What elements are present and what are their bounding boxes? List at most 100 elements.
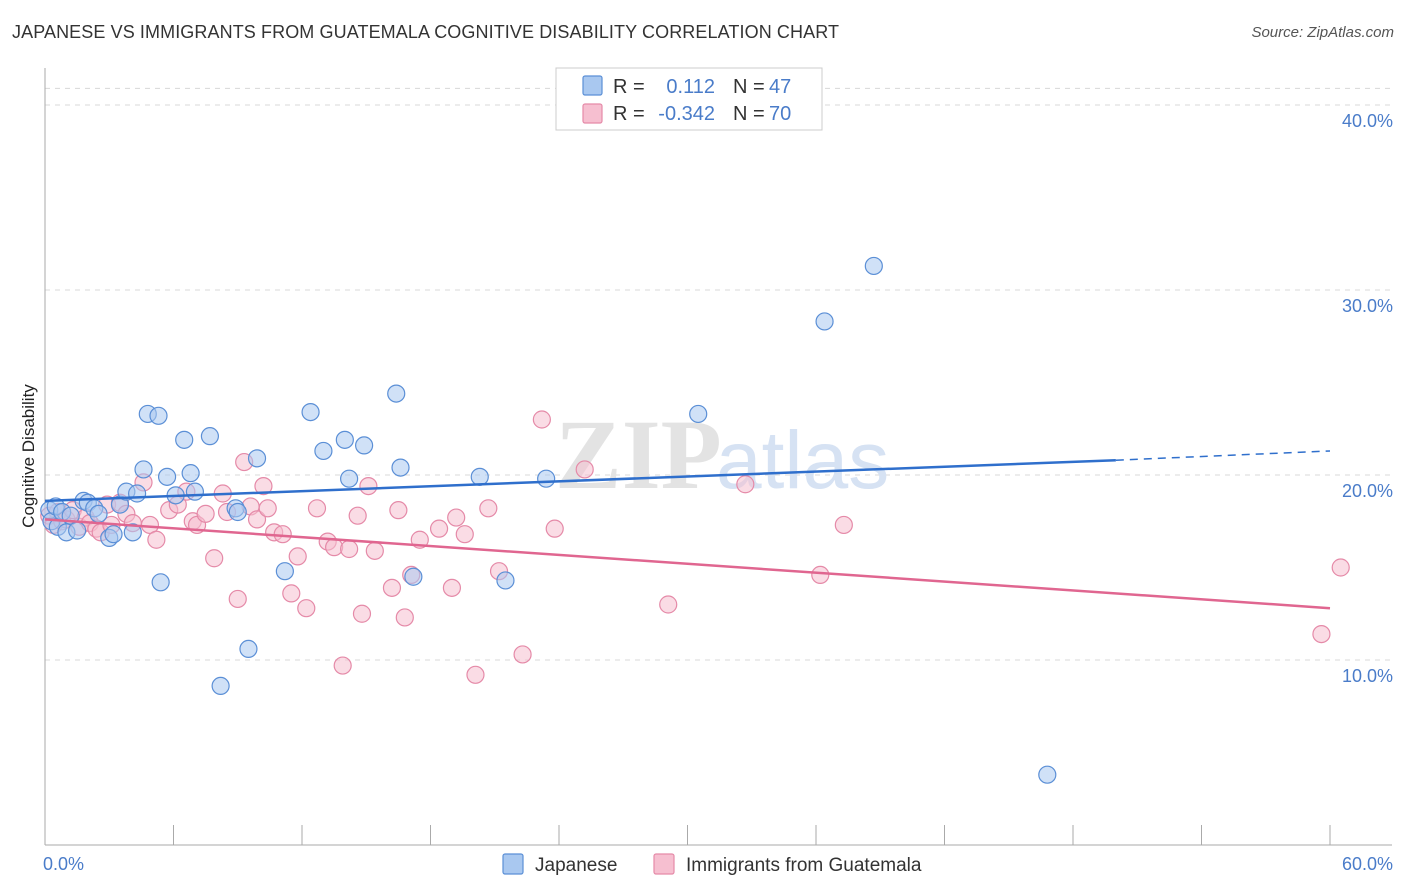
y-tick-label-3: 40.0% <box>1342 111 1393 131</box>
guatemala-point-41 <box>325 538 344 557</box>
y-axis-label: Cognitive Disability <box>19 384 38 528</box>
guatemala-point-32 <box>254 477 273 496</box>
series-legend: Japanese Immigrants from Guatemala <box>502 853 922 876</box>
legend-r-value-0: 0.112 <box>666 76 715 98</box>
guatemala-point-42 <box>333 656 352 675</box>
japanese-point-26 <box>185 482 205 501</box>
x-tick-label-0: 0.0% <box>43 854 84 874</box>
guatemala-point-66 <box>811 565 830 585</box>
axes <box>44 68 1392 846</box>
japanese-point-45 <box>689 404 708 424</box>
guatemala-point-53 <box>429 519 449 538</box>
trend-lines <box>44 450 1331 610</box>
guatemala-point-62 <box>545 519 564 538</box>
japanese-point-17 <box>127 484 147 503</box>
guatemala-point-38 <box>297 599 316 618</box>
legend-n-label-0: N = <box>733 76 765 98</box>
guatemala-point-28 <box>228 589 247 609</box>
guatemala-point-45 <box>352 604 372 623</box>
guatemala-point-36 <box>282 584 301 603</box>
guatemala-point-65 <box>736 475 755 494</box>
guatemala-point-69 <box>1331 558 1350 577</box>
japanese-point-42 <box>470 467 489 486</box>
guatemala-point-18 <box>147 530 166 549</box>
correlation-legend: R = 0.112 N = 47 R = -0.342 N = 70 <box>555 67 823 131</box>
guatemala-point-50 <box>395 608 414 627</box>
japanese-trend-extension <box>1115 450 1331 461</box>
guatemala-point-56 <box>455 525 474 544</box>
japanese-point-38 <box>355 436 374 455</box>
guatemala-point-63 <box>575 460 594 479</box>
x-tick-label-1: 60.0% <box>1342 854 1393 874</box>
guatemala-point-55 <box>447 508 466 527</box>
legend-n-value-0: 47 <box>769 76 791 98</box>
japanese-point-37 <box>340 469 359 488</box>
japanese-point-24 <box>175 430 194 449</box>
japanese-point-34 <box>301 403 320 422</box>
japanese-point-27 <box>200 427 220 446</box>
legend-swatch-guatemala <box>582 103 603 124</box>
japanese-points <box>40 256 1057 784</box>
guatemala-point-46 <box>359 477 378 496</box>
japanese-point-30 <box>228 502 247 522</box>
chart-source: Source: ZipAtlas.com <box>1251 24 1394 41</box>
japanese-trend-line <box>44 458 1116 503</box>
japanese-point-43 <box>496 571 515 590</box>
y-tick-label-1: 20.0% <box>1342 481 1393 501</box>
guatemala-point-43 <box>340 539 359 559</box>
chart-title: JAPANESE VS IMMIGRANTS FROM GUATEMALA CO… <box>12 22 840 42</box>
series-legend-label-japanese: Japanese <box>535 855 617 876</box>
japanese-point-18 <box>134 460 153 479</box>
guatemala-point-24 <box>196 504 215 523</box>
japanese-point-48 <box>1038 765 1057 784</box>
guatemala-point-44 <box>348 506 367 525</box>
guatemala-point-67 <box>834 515 853 535</box>
japanese-point-41 <box>404 567 423 586</box>
series-legend-swatch-japanese <box>502 853 524 875</box>
guatemala-point-31 <box>247 510 267 529</box>
japanese-point-25 <box>181 464 200 483</box>
japanese-point-39 <box>387 384 406 403</box>
guatemala-point-54 <box>442 578 462 597</box>
japanese-point-31 <box>239 639 258 659</box>
japanese-point-32 <box>247 449 267 468</box>
legend-r-label-1: R = <box>613 103 645 125</box>
grid-lines <box>45 87 1392 661</box>
japanese-point-36 <box>335 430 354 449</box>
legend-n-value-1: 70 <box>769 103 791 125</box>
japanese-point-16 <box>123 523 142 542</box>
guatemala-point-60 <box>513 645 532 664</box>
legend-r-label-0: R = <box>613 76 645 98</box>
legend-n-label-1: N = <box>733 103 765 125</box>
guatemala-point-33 <box>258 499 277 518</box>
tick-labels: 10.0% 20.0% 30.0% 40.0% 0.0% 60.0% <box>43 111 1393 874</box>
watermark: ZIP atlas <box>555 399 889 510</box>
japanese-point-21 <box>151 573 170 592</box>
japanese-point-20 <box>149 406 168 425</box>
guatemala-point-49 <box>389 501 408 520</box>
japanese-point-35 <box>314 441 333 461</box>
guatemala-point-25 <box>205 549 224 568</box>
japanese-point-7 <box>68 521 87 540</box>
guatemala-point-58 <box>479 499 498 518</box>
legend-swatch-japanese <box>582 75 603 96</box>
japanese-point-47 <box>864 256 883 276</box>
series-legend-swatch-guatemala <box>653 853 675 875</box>
guatemala-point-57 <box>466 665 485 684</box>
legend-r-value-1: -0.342 <box>658 103 715 125</box>
japanese-point-13 <box>104 525 123 544</box>
japanese-point-28 <box>211 676 230 696</box>
guatemala-point-68 <box>1312 624 1331 644</box>
japanese-point-46 <box>815 312 834 331</box>
japanese-point-40 <box>391 458 410 477</box>
guatemala-point-61 <box>532 410 551 429</box>
japanese-point-33 <box>275 562 294 581</box>
japanese-point-44 <box>537 469 556 488</box>
y-tick-label-2: 30.0% <box>1342 296 1393 316</box>
guatemala-point-64 <box>659 595 678 614</box>
y-tick-label-0: 10.0% <box>1342 666 1393 686</box>
japanese-point-22 <box>157 467 177 486</box>
guatemala-point-39 <box>307 499 327 518</box>
guatemala-point-37 <box>288 547 307 566</box>
